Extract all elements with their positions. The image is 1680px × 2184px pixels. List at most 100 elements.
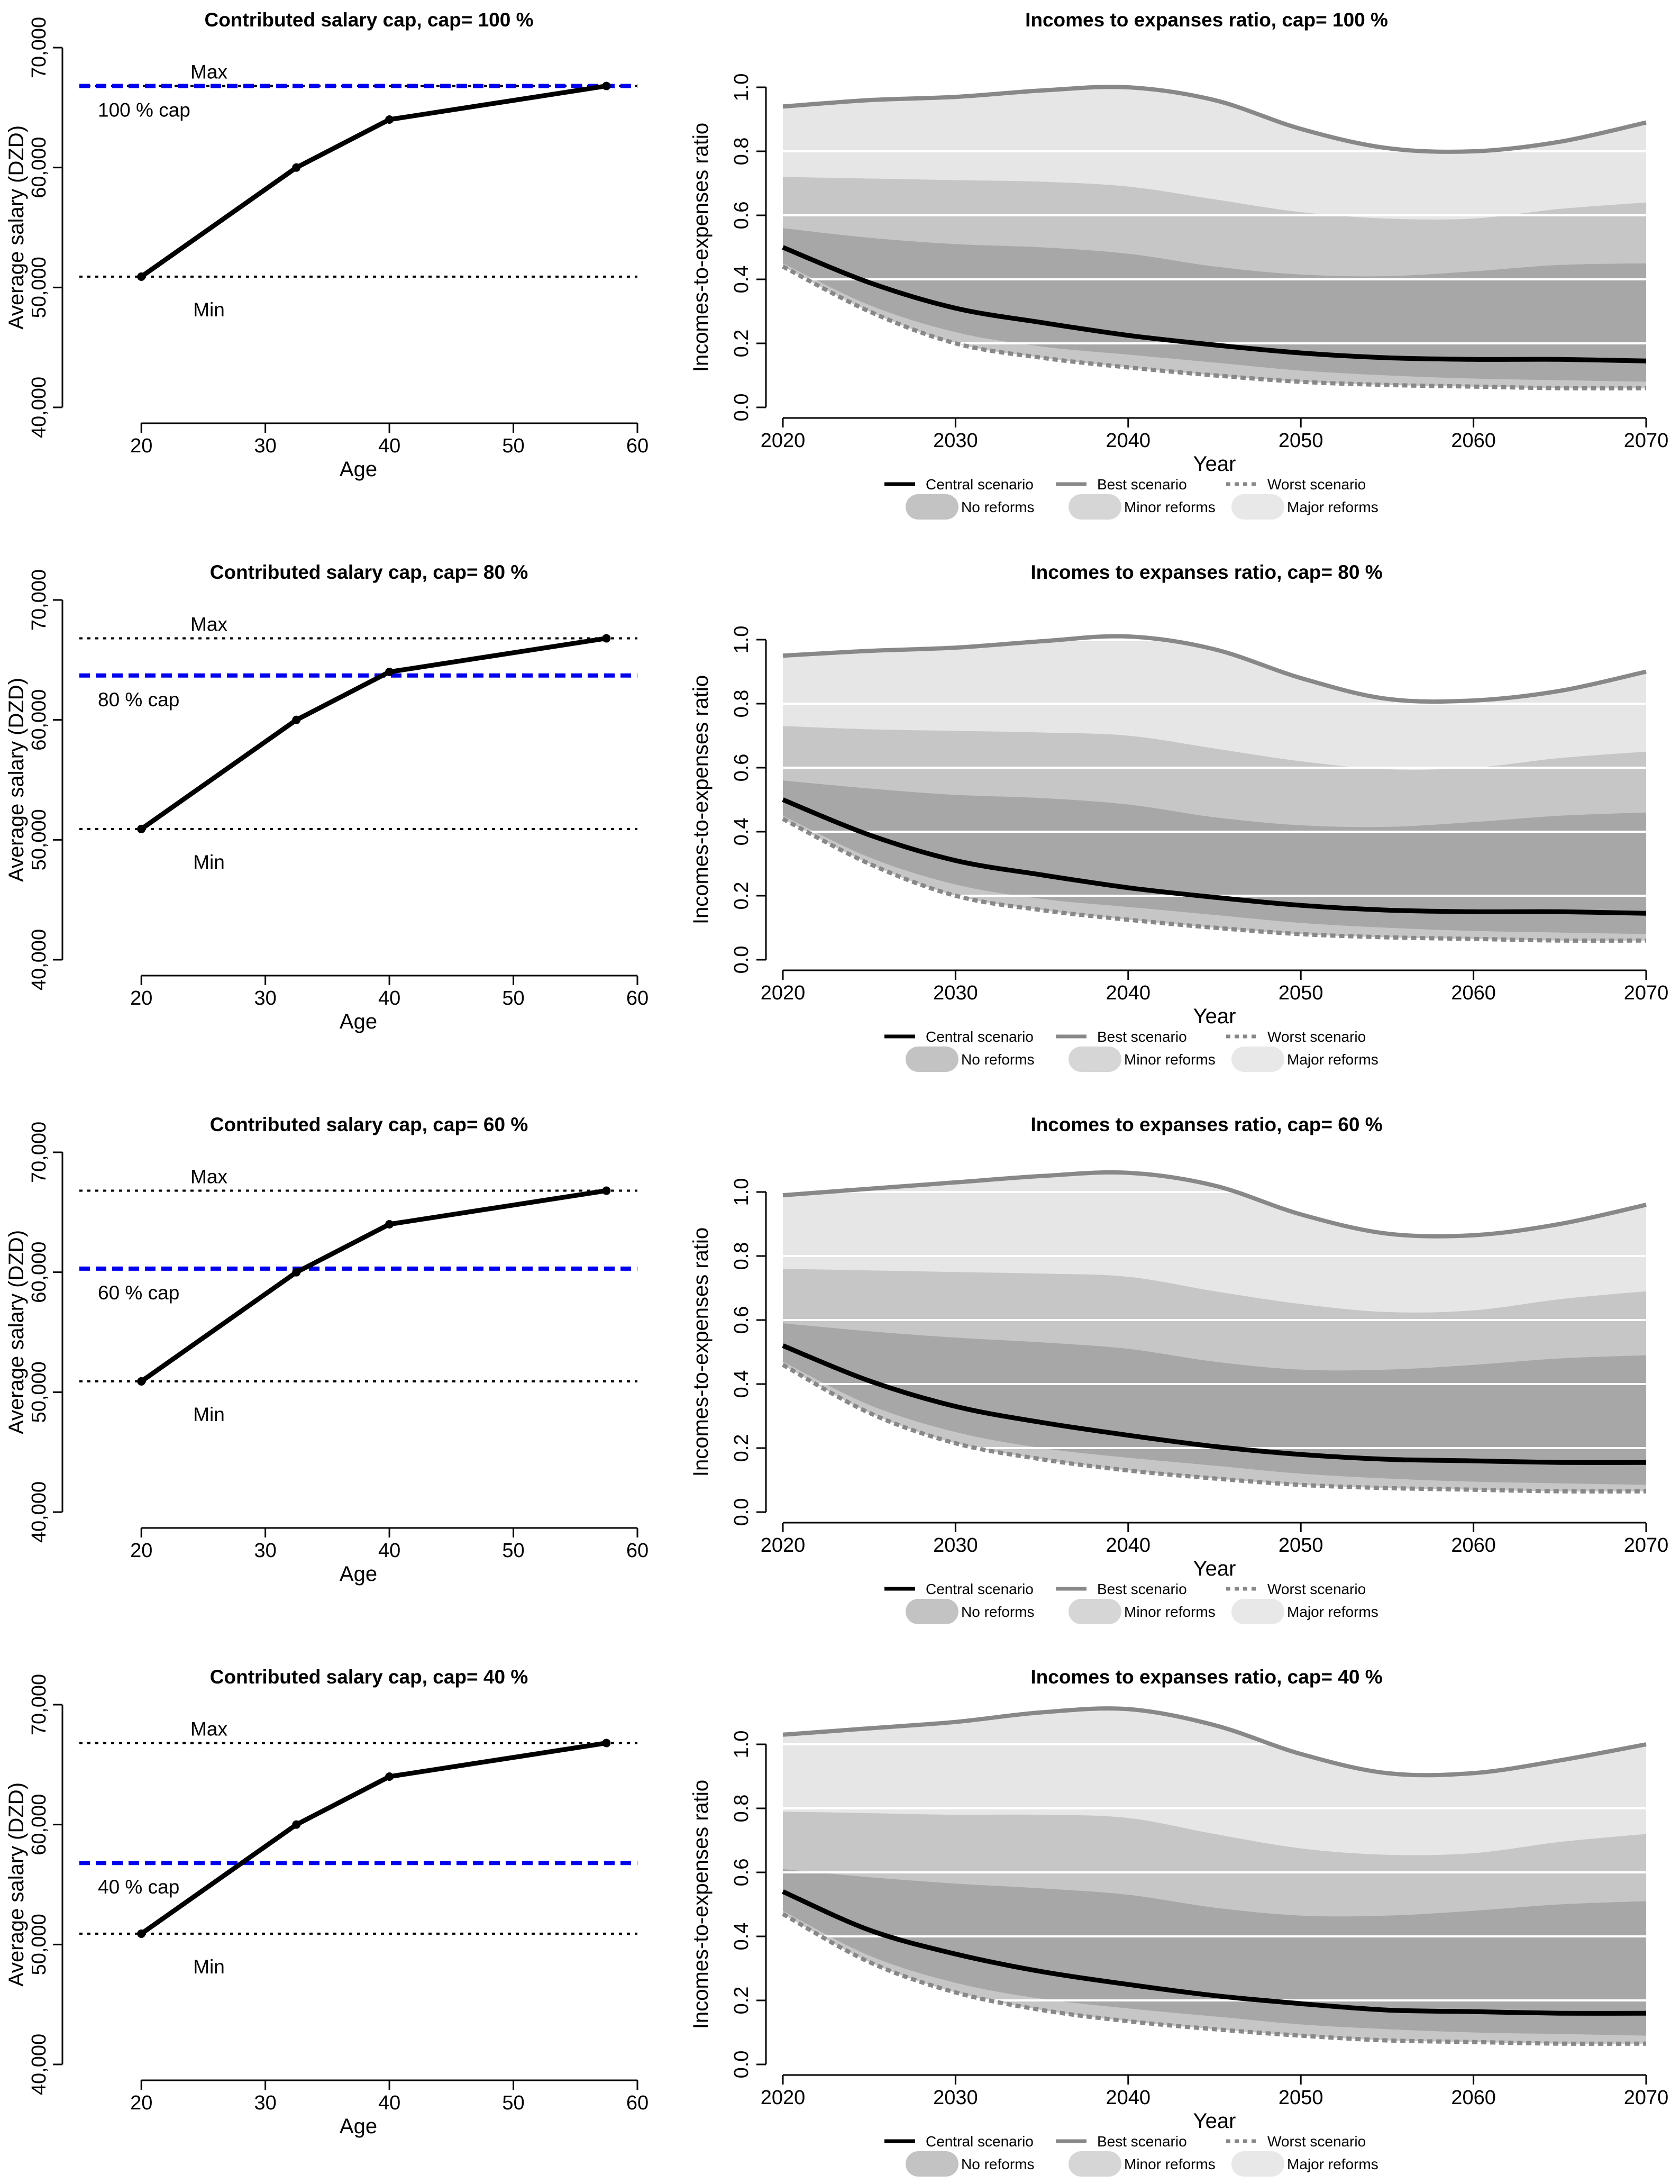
x-tick-label: 40 — [378, 435, 400, 457]
x-axis-label: Age — [340, 1010, 377, 1033]
y-tick-label: 0.2 — [731, 330, 753, 358]
y-tick-label: 40,000 — [28, 1481, 50, 1543]
worst-scenario-line — [782, 265, 1647, 390]
x-axis-label: Year — [1193, 452, 1236, 476]
y-axis-label: Average salary (DZD) — [5, 125, 28, 330]
best-scenario-line — [782, 85, 1647, 154]
y-tick-label: 1.0 — [731, 1178, 753, 1206]
y-tick-label: 40,000 — [28, 929, 50, 990]
cap-label: 60 % cap — [98, 1282, 179, 1304]
x-tick-label: 2030 — [933, 2087, 978, 2109]
legend-line-label: Worst scenario — [1267, 2133, 1366, 2150]
legend-fill-label: Minor reforms — [1124, 1604, 1216, 1620]
x-tick-label: 60 — [626, 1540, 649, 1562]
legend-line-label: Best scenario — [1097, 1581, 1187, 1597]
x-tick-label: 2070 — [1624, 1534, 1669, 1557]
legend-line-label: Best scenario — [1097, 2133, 1187, 2150]
central-scenario-line — [782, 245, 1647, 363]
y-tick-label: 70,000 — [28, 1674, 50, 1735]
x-tick-label: 40 — [378, 2092, 400, 2114]
chart-7: Incomes to expanses ratio, cap= 40 % 0.0 0… — [689, 1666, 1668, 2177]
x-tick-label: 2060 — [1451, 2087, 1496, 2109]
y-tick-label: 0.4 — [731, 1370, 753, 1398]
min-label: Min — [193, 1404, 225, 1425]
y-axis-label: Incomes-to-expenses ratio — [689, 123, 713, 372]
x-tick-label: 2050 — [1279, 430, 1323, 452]
y-tick-label: 0.8 — [731, 690, 753, 718]
x-axis-label: Age — [340, 1562, 377, 1586]
legend-line-label: Central scenario — [926, 1029, 1034, 1045]
y-axis-label: Average salary (DZD) — [5, 1230, 28, 1434]
x-tick-label: 2030 — [933, 430, 978, 452]
chart-6: Contributed salary cap, cap= 40 % 40,000 5… — [5, 1666, 649, 2138]
y-tick-label: 60,000 — [28, 1242, 50, 1303]
legend-fill-2 — [1231, 494, 1284, 520]
legend-line-label: Worst scenario — [1267, 476, 1366, 493]
max-label: Max — [190, 1166, 227, 1188]
x-tick-label: 50 — [502, 987, 524, 1009]
chart-1: Incomes to expanses ratio, cap= 100 % 0.0… — [689, 9, 1668, 520]
legend: Central scenario Best scenario Worst scena… — [884, 1029, 1378, 1072]
chart-0: Contributed salary cap, cap= 100 % 40,000… — [5, 9, 649, 481]
x-tick-label: 20 — [130, 1540, 152, 1562]
salary-point — [602, 1186, 611, 1195]
y-axis-label: Incomes-to-expenses ratio — [689, 675, 713, 924]
ratio-chart-title: Incomes to expanses ratio, cap= 60 % — [1030, 1114, 1382, 1135]
salary-chart-title: Contributed salary cap, cap= 60 % — [210, 1114, 528, 1135]
legend-fill-label: Minor reforms — [1124, 2156, 1216, 2172]
y-tick-label: 0.0 — [731, 394, 753, 422]
x-tick-label: 2040 — [1106, 1534, 1151, 1557]
legend-fill-1 — [1069, 1599, 1121, 1624]
y-tick-label: 0.4 — [731, 266, 753, 294]
y-axis-label: Incomes-to-expenses ratio — [689, 1227, 713, 1477]
best-scenario-line — [782, 1170, 1647, 1239]
y-tick-label: 1.0 — [731, 626, 753, 654]
x-tick-label: 2070 — [1624, 2087, 1669, 2109]
x-tick-label: 60 — [626, 987, 649, 1009]
x-tick-label: 2070 — [1624, 430, 1669, 452]
legend-fill-0 — [906, 1046, 958, 1072]
y-axis-label: Incomes-to-expenses ratio — [689, 1780, 713, 2029]
y-tick-label: 50,000 — [28, 1361, 50, 1423]
best-scenario-line — [782, 1706, 1647, 1778]
y-axis-label: Average salary (DZD) — [5, 1782, 28, 1987]
legend-line-label: Central scenario — [926, 1581, 1034, 1597]
salary-chart-title: Contributed salary cap, cap= 40 % — [210, 1666, 528, 1688]
chart-5: Incomes to expanses ratio, cap= 60 % 0.0 0… — [689, 1114, 1668, 1624]
y-tick-label: 1.0 — [731, 1731, 753, 1759]
y-tick-label: 60,000 — [28, 137, 50, 198]
x-tick-label: 2040 — [1106, 982, 1151, 1004]
worst-scenario-line — [782, 1912, 1647, 2046]
y-tick-label: 0.8 — [731, 1795, 753, 1823]
x-tick-label: 2070 — [1624, 982, 1669, 1004]
x-tick-label: 50 — [502, 1540, 524, 1562]
x-tick-label: 40 — [378, 987, 400, 1009]
legend-fill-label: No reforms — [961, 2156, 1034, 2172]
y-tick-label: 0.8 — [731, 1242, 753, 1270]
y-tick-label: 50,000 — [28, 257, 50, 318]
x-tick-label: 30 — [254, 1540, 277, 1562]
y-tick-label: 70,000 — [28, 17, 50, 78]
salary-chart-title: Contributed salary cap, cap= 100 % — [204, 9, 533, 31]
y-tick-label: 0.2 — [731, 882, 753, 910]
ratio-chart-title: Incomes to expanses ratio, cap= 40 % — [1030, 1666, 1382, 1688]
y-tick-label: 0.0 — [731, 946, 753, 974]
y-tick-label: 50,000 — [28, 809, 50, 870]
y-tick-label: 0.6 — [731, 754, 753, 782]
x-axis-label: Age — [340, 458, 377, 481]
x-tick-label: 2020 — [761, 2087, 806, 2109]
salary-point — [602, 81, 611, 90]
best-scenario-line — [782, 634, 1647, 704]
max-label: Max — [190, 614, 227, 635]
y-tick-label: 70,000 — [28, 569, 50, 631]
x-tick-label: 2040 — [1106, 2087, 1151, 2109]
legend-fill-label: No reforms — [961, 1604, 1034, 1620]
x-tick-label: 2050 — [1279, 982, 1323, 1004]
chart-3: Incomes to expanses ratio, cap= 80 % 0.0 0… — [689, 561, 1668, 1072]
y-tick-label: 60,000 — [28, 1794, 50, 1855]
legend-fill-label: No reforms — [961, 1051, 1034, 1068]
band-no-reforms — [783, 1323, 1646, 1485]
legend-fill-0 — [906, 2151, 958, 2177]
y-tick-label: 0.2 — [731, 1434, 753, 1462]
